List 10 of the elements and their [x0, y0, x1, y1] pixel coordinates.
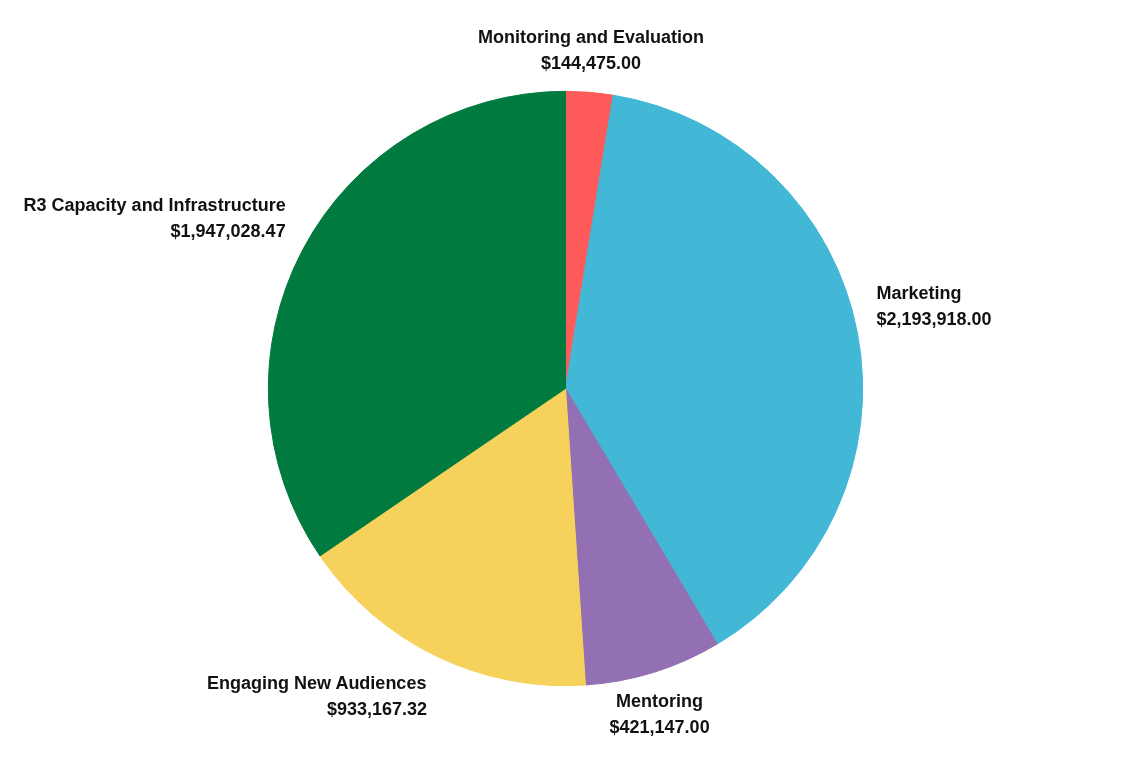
- data-label: $421,147.00: [609, 716, 710, 737]
- data-label: $144,475.00: [540, 52, 642, 73]
- data-label: $933,167.32: [326, 699, 428, 720]
- slice-label: Monitoring and Evaluation: [477, 26, 704, 47]
- slice-label: R3 Capacity and Infrastructure: [23, 194, 286, 215]
- slice-label: Mentoring: [616, 690, 704, 711]
- slice-label: Marketing: [876, 283, 962, 304]
- data-label: $1,947,028.47: [170, 220, 286, 241]
- data-label: $2,193,918.00: [876, 309, 992, 330]
- slice-label: Engaging New Audiences: [207, 673, 427, 694]
